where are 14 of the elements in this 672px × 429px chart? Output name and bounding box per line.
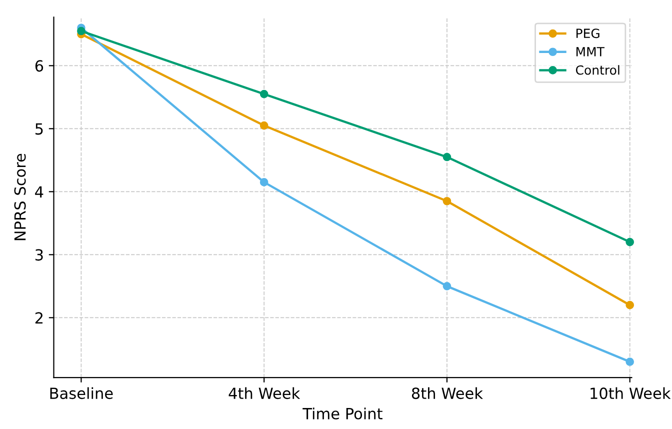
y-tick-label: 4 [35,186,44,198]
legend-label: Control [576,65,620,75]
x-tick-label: Baseline [50,387,113,400]
y-tick-label: 5 [35,123,43,135]
x-tick-label: 4th Week [228,387,300,400]
y-axis-title: NPRS Score [14,154,26,240]
legend-label: PEG [576,28,600,38]
x-tick-label: 8th Week [412,387,483,400]
x-axis-title: Time Point [302,408,382,420]
y-tick-label: 3 [35,249,43,261]
x-tick-label: 10th Week [590,387,671,400]
y-tick-label: 6 [35,60,44,72]
y-tick-label: 2 [35,312,43,324]
legend-label: MMT [576,47,604,56]
